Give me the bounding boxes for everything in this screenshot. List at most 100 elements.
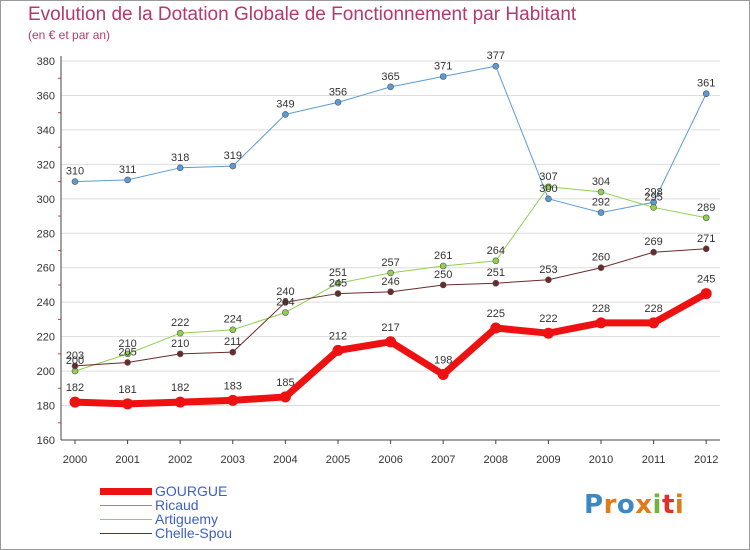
x-tick-label-2009: 2009 <box>536 454 560 466</box>
data-label-ricaud-2004: 349 <box>276 98 294 110</box>
point-gourgue-2007 <box>437 369 449 381</box>
logo-letter: r <box>603 490 617 520</box>
data-label-chelle-spou-2007: 250 <box>434 269 452 281</box>
chart-subtitle: (en € et par an) <box>28 28 111 42</box>
point-chelle-spou-2011 <box>650 248 657 256</box>
data-label-ricaud-2005: 356 <box>329 86 347 98</box>
data-label-chelle-spou-2004: 240 <box>276 286 294 298</box>
legend-label-artiguemy: Artiguemy <box>155 511 219 527</box>
logo-letter: o <box>616 490 636 520</box>
x-tick-label-2012: 2012 <box>694 454 718 466</box>
y-tick-label-180: 180 <box>37 401 55 413</box>
y-tick-label-320: 320 <box>37 159 55 171</box>
data-label-chelle-spou-2010: 260 <box>592 252 610 264</box>
data-label-ricaud-2012: 361 <box>697 78 715 90</box>
point-artiguemy-2012 <box>702 214 710 222</box>
data-label-gourgue-2004: 185 <box>276 377 294 389</box>
point-ricaud-2002 <box>176 164 184 172</box>
point-gourgue-2003 <box>227 394 239 406</box>
data-label-artiguemy-2003: 224 <box>224 314 242 326</box>
point-chelle-spou-2007 <box>439 281 447 289</box>
point-chelle-spou-2000 <box>71 362 79 370</box>
point-chelle-spou-2009 <box>545 276 552 284</box>
data-label-chelle-spou-2008: 251 <box>487 267 505 279</box>
series-line-gourgue <box>71 290 710 408</box>
data-label-chelle-spou-2000: 203 <box>66 350 84 362</box>
legend-swatch-chelle-spou <box>100 533 152 534</box>
point-gourgue-2010 <box>595 317 607 329</box>
data-label-ricaud-2003: 319 <box>224 150 242 162</box>
point-gourgue-2012 <box>700 288 712 300</box>
data-label-artiguemy-2008: 264 <box>487 245 505 257</box>
x-tick-label-2002: 2002 <box>168 454 192 466</box>
x-tick-label-2004: 2004 <box>273 454 297 466</box>
point-artiguemy-2003 <box>229 326 237 334</box>
point-ricaud-2000 <box>71 178 79 185</box>
point-chelle-spou-2006 <box>387 288 394 296</box>
point-artiguemy-2004 <box>282 309 289 316</box>
data-label-gourgue-2005: 212 <box>329 330 347 342</box>
point-artiguemy-2002 <box>176 329 184 337</box>
legend-label-gourgue: GOURGUE <box>155 483 228 499</box>
logo-letter: i <box>652 490 662 520</box>
point-chelle-spou-2004 <box>282 298 289 306</box>
point-ricaud-2001 <box>124 176 131 184</box>
point-gourgue-2008 <box>490 322 502 334</box>
point-artiguemy-2007 <box>439 262 447 270</box>
point-ricaud-2004 <box>282 111 289 118</box>
point-chelle-spou-2002 <box>176 350 184 358</box>
point-chelle-spou-2003 <box>229 348 237 356</box>
legend-label-chelle-spou: Chelle-Spou <box>155 525 233 541</box>
data-label-chelle-spou-2003: 211 <box>224 336 242 348</box>
proxiti-logo[interactable]: Proxiti <box>584 490 684 520</box>
data-label-artiguemy-2009: 307 <box>539 171 557 183</box>
data-label-chelle-spou-2012: 271 <box>697 233 715 245</box>
data-label-artiguemy-2002: 222 <box>171 317 189 329</box>
data-label-ricaud-2007: 371 <box>434 61 452 73</box>
point-artiguemy-2006 <box>387 269 394 277</box>
y-tick-label-200: 200 <box>37 366 55 378</box>
y-tick-label-280: 280 <box>37 228 55 240</box>
point-artiguemy-2010 <box>597 188 605 196</box>
data-label-artiguemy-2007: 261 <box>434 250 452 262</box>
data-label-artiguemy-2001: 210 <box>118 338 136 350</box>
data-label-ricaud-2000: 310 <box>66 166 84 178</box>
y-tick-label-240: 240 <box>37 297 55 309</box>
y-tick-label-160: 160 <box>37 435 55 447</box>
data-label-gourgue-2003: 183 <box>224 380 242 392</box>
data-label-chelle-spou-2009: 253 <box>539 264 557 276</box>
data-label-chelle-spou-2011: 269 <box>644 236 662 248</box>
data-label-ricaud-2006: 365 <box>381 71 399 83</box>
y-tick-label-220: 220 <box>37 332 55 344</box>
point-gourgue-2006 <box>385 336 397 348</box>
point-ricaud-2012 <box>702 90 710 98</box>
point-artiguemy-2001 <box>124 350 131 358</box>
point-ricaud-2003 <box>229 162 237 170</box>
data-label-gourgue-2012: 245 <box>697 274 715 286</box>
logo-letter: t <box>661 490 675 520</box>
point-gourgue-2000 <box>69 396 81 408</box>
data-label-artiguemy-2004: 234 <box>276 297 294 309</box>
data-label-gourgue-2002: 182 <box>171 382 189 394</box>
y-tick-label-340: 340 <box>37 125 55 137</box>
data-label-gourgue-2007: 198 <box>434 355 452 367</box>
point-gourgue-2009 <box>542 327 554 339</box>
legend-label-ricaud: Ricaud <box>155 497 199 513</box>
chart-title: Evolution de la Dotation Globale de Fonc… <box>28 4 577 25</box>
grid <box>61 60 720 441</box>
data-label-gourgue-2011: 228 <box>644 303 662 315</box>
axes: 160 180 200 220 240 260 280 300 320 340 360 380 2000… <box>37 56 720 466</box>
data-label-artiguemy-2006: 257 <box>381 257 399 269</box>
data-label-chelle-spou-2001: 205 <box>118 346 136 358</box>
y-tick-label-360: 360 <box>37 90 55 102</box>
data-label-chelle-spou-2002: 210 <box>171 338 189 350</box>
data-label-artiguemy-2011: 295 <box>644 191 662 203</box>
point-chelle-spou-2001 <box>124 359 131 366</box>
logo-letter: x <box>635 490 653 520</box>
data-label-gourgue-2000: 182 <box>66 382 84 394</box>
x-tick-label-2008: 2008 <box>484 454 508 466</box>
x-tick-label-2003: 2003 <box>221 454 245 466</box>
point-ricaud-2006 <box>387 83 394 91</box>
point-artiguemy-2011 <box>650 204 657 211</box>
